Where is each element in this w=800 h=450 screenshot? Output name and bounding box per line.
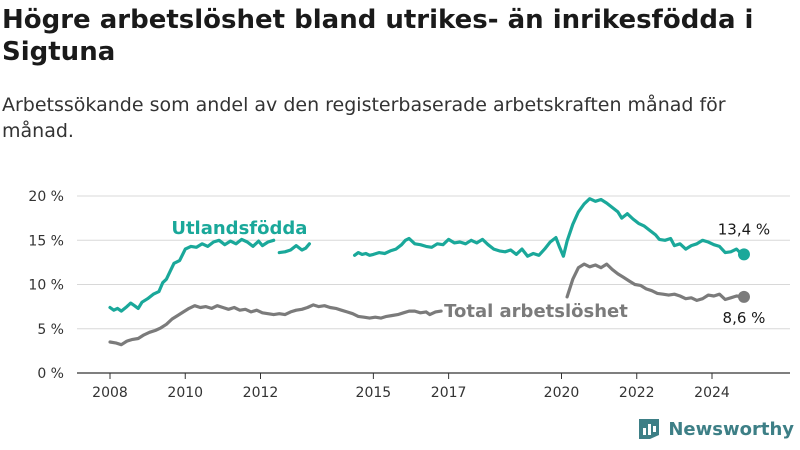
end-point-total xyxy=(737,290,750,303)
series-line-total xyxy=(565,262,746,302)
x-tick-label: 2022 xyxy=(619,385,655,401)
y-tick-label: 10 % xyxy=(28,278,64,294)
x-tick-label: 2024 xyxy=(694,385,730,401)
x-tick-label: 2015 xyxy=(356,385,392,401)
y-tick-label: 15 % xyxy=(28,233,64,249)
x-tick-label: 2020 xyxy=(544,385,580,401)
series-line-utlandsfodda xyxy=(277,242,311,255)
y-tick-label: 20 % xyxy=(28,189,64,205)
x-axis-ticks: 2008 2010 2012 2015 2017 2020 2022 2024 xyxy=(92,373,730,401)
brand-logo[interactable]: Newsworthy xyxy=(636,416,794,442)
x-tick-label: 2008 xyxy=(92,385,128,401)
x-tick-label: 2010 xyxy=(167,385,203,401)
x-tick-label: 2012 xyxy=(243,385,279,401)
y-tick-label: 0 % xyxy=(37,366,64,382)
series-line-utlandsfodda xyxy=(108,237,276,313)
series-lines xyxy=(108,197,750,347)
y-tick-label: 5 % xyxy=(37,322,64,338)
y-axis-ticks: 0 % 5 % 10 % 15 % 20 % xyxy=(28,189,64,382)
end-value-total: 8,6 % xyxy=(723,309,766,327)
brand-name: Newsworthy xyxy=(668,418,794,440)
end-point-utlandsfodda xyxy=(737,248,750,261)
chart-subtitle: Arbetssökande som andel av den registerb… xyxy=(2,94,726,142)
series-line-total xyxy=(108,303,443,347)
series-labels: Utlandsfödda Total arbetslöshet 13,4 % 8… xyxy=(171,218,770,327)
series-label-total: Total arbetslöshet xyxy=(444,301,628,322)
newsworthy-logo-icon xyxy=(639,419,660,439)
end-value-utlandsfodda: 13,4 % xyxy=(718,220,770,238)
series-line-utlandsfodda xyxy=(353,197,746,258)
chart-title: Högre arbetslöshet bland utrikes- än inr… xyxy=(2,5,754,67)
x-tick-label: 2017 xyxy=(431,385,467,401)
series-label-utlandsfodda: Utlandsfödda xyxy=(171,218,307,239)
